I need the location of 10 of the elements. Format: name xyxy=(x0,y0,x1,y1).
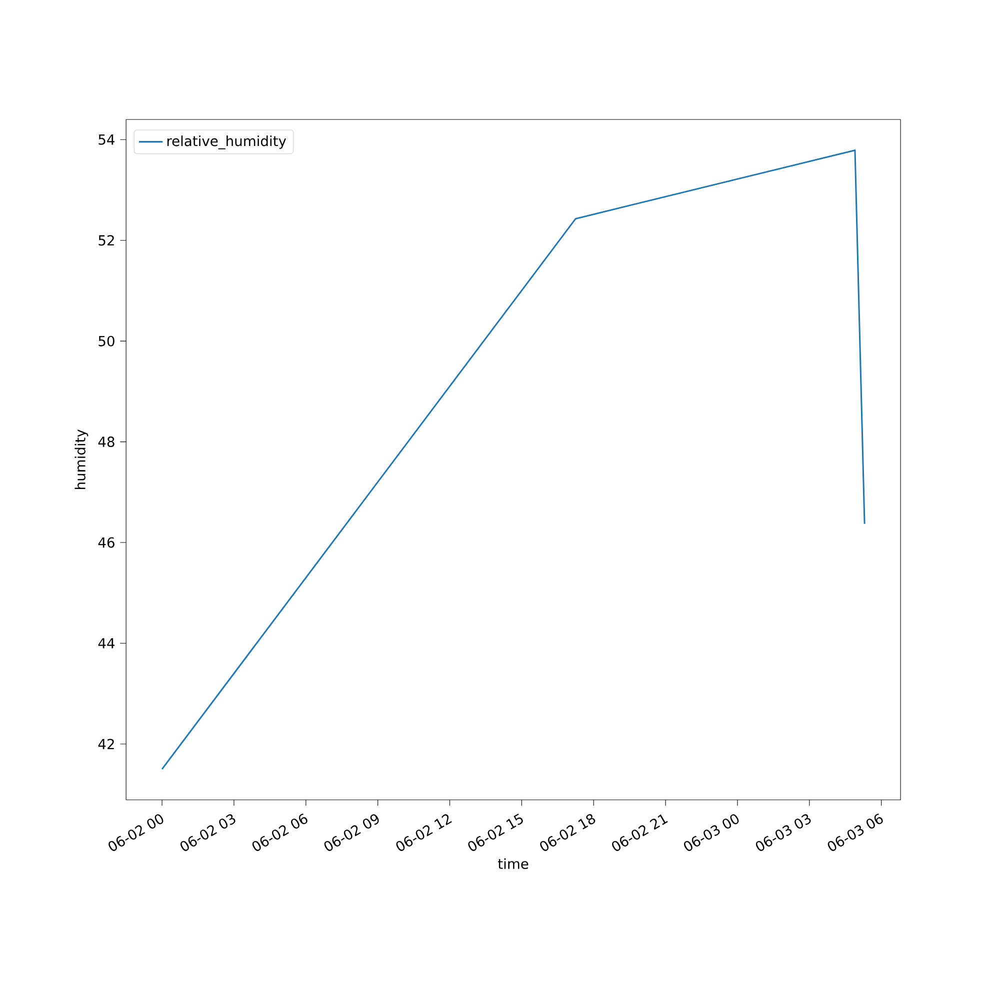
y-tick-label: 44 xyxy=(98,638,114,648)
y-tick-label: 54 xyxy=(98,134,114,145)
y-tick-label: 48 xyxy=(98,436,114,448)
x-axis-title: time xyxy=(498,858,528,870)
y-tick-label: 46 xyxy=(98,537,114,548)
y-axis-title: humidity xyxy=(74,430,88,489)
y-tick-label: 50 xyxy=(98,336,114,346)
legend-label: relative_humidity xyxy=(167,135,286,150)
y-tick-label: 52 xyxy=(98,235,114,246)
y-tick-label: 42 xyxy=(98,738,114,750)
